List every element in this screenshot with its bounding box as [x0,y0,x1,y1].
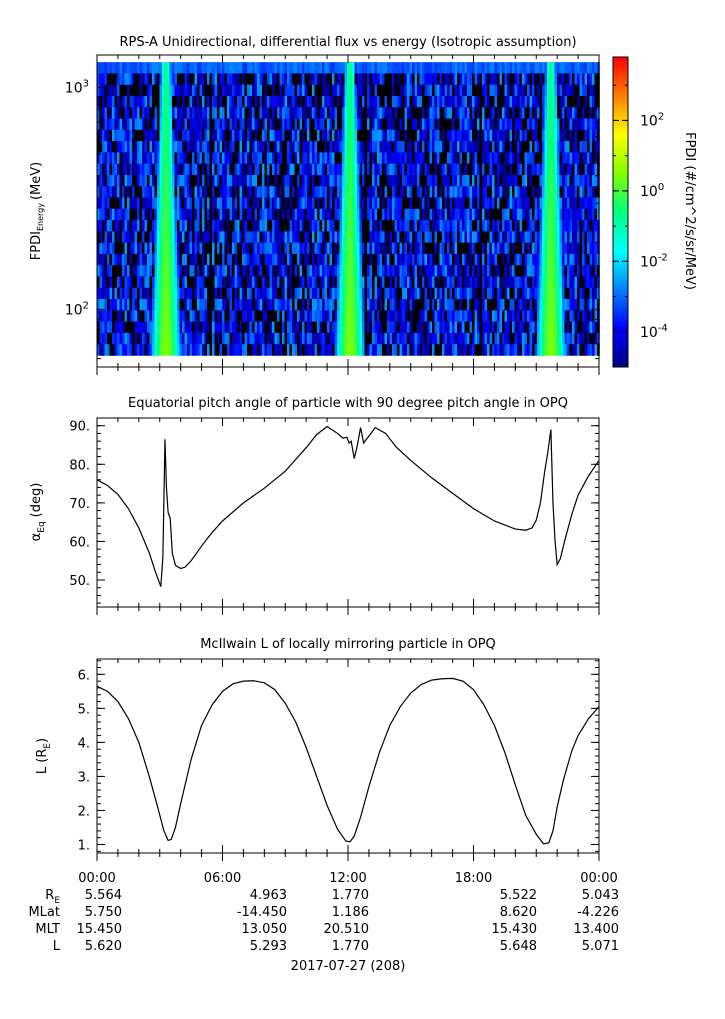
ephemeris-footer: RE 5.564 4.963 1.770 5.522 5.043 MLat 5.750 -14.… [28,888,619,954]
x-tick-label: 00:00 [78,871,115,886]
pitch-angle-ytick-label: 90. [69,420,90,435]
mcilwain-ytick-label: 6. [78,668,90,683]
colorbar-frame [612,56,629,368]
x-tick-label: 00:00 [580,871,617,886]
mcilwain-ytick-label: 5. [78,702,90,717]
spectrogram-ytick-label: 103 [65,78,89,96]
pitch-angle-axes: 50. 60. 70. 80. 90. [69,417,600,615]
colorbar [613,57,628,368]
pitch-angle-title: Equatorial pitch angle of particle with … [128,396,568,411]
footer-cell: 15.430 [492,922,538,937]
x-tick-label: 12:00 [329,871,366,886]
mcilwain-ytick-label: 2. [78,804,90,819]
x-tick-label: 06:00 [204,871,241,886]
pitch-angle-ytick-label: 50. [69,574,90,589]
footer-cell: 5.750 [85,905,122,920]
date-label: 2017-07-27 (208) [291,959,406,974]
footer-cell: 8.620 [500,905,537,920]
mcilwain-ytick-label: 1. [78,838,90,853]
mcilwain-ytick-label: 3. [78,770,90,785]
spectrogram-title: RPS-A Unidirectional, differential flux … [119,35,576,50]
footer-row-label: RE [45,888,60,906]
x-tick-labels: 00:00 06:00 12:00 18:00 00:00 [78,871,617,886]
mcilwain-axes: 1. 2. 3. 4. 5. 6. [78,659,600,861]
x-tick-label: 18:00 [455,871,492,886]
footer-row-label: MLat [28,905,60,920]
footer-cell: 1.186 [332,905,369,920]
pitch-angle-ytick-label: 70. [69,497,90,512]
footer-cell: 5.043 [582,888,619,903]
mcilwain-ylabel: L (RE) [35,738,53,774]
colorbar-ticks: 10-4 10-2 100 102 [613,84,668,368]
pitch-angle-frame [96,417,600,608]
colorbar-tick-label: 102 [640,111,664,129]
spectrogram-ytick-label: 102 [65,300,89,318]
mcilwain-title: McIlwain L of locally mirroring particle… [200,637,496,652]
spectrogram-axes: 102 103 [65,55,600,375]
mcilwain-ytick-label: 4. [78,736,90,751]
footer-cell: 13.400 [574,922,620,937]
footer-cell: 1.770 [332,939,369,954]
mcilwain-series-line [96,677,600,845]
colorbar-tick-label: 10-4 [640,323,668,341]
footer-cell: 13.050 [242,922,288,937]
footer-row-label: MLT [35,922,60,937]
colorbar-tick-label: 10-2 [640,252,668,270]
footer-cell: 4.963 [250,888,287,903]
mcilwain-frame [96,658,600,854]
footer-cell: 20.510 [324,922,370,937]
pitch-angle-ylabel: αEq(deg) [29,483,47,542]
pitch-angle-series-line [96,425,600,587]
colorbar-tick-label: 100 [640,182,664,200]
pitch-angle-ytick-label: 80. [69,458,90,473]
footer-cell: 5.564 [85,888,122,903]
spectrogram-ylabel: FPDIEnergy(MeV) [29,162,45,260]
footer-cell: 5.522 [500,888,537,903]
footer-cell: -14.450 [237,905,287,920]
footer-cell: 5.648 [500,939,537,954]
footer-cell: -4.226 [577,905,619,920]
pitch-angle-ytick-label: 60. [69,535,90,550]
colorbar-label: FPDI (#/cm^2/s/sr/MeV) [682,132,697,290]
footer-cell: 15.450 [77,922,123,937]
footer-cell: 1.770 [332,888,369,903]
footer-row-label: L [53,939,61,954]
footer-cell: 5.071 [582,939,619,954]
footer-cell: 5.620 [85,939,122,954]
footer-cell: 5.293 [250,939,287,954]
spectrogram-cells [97,55,600,367]
